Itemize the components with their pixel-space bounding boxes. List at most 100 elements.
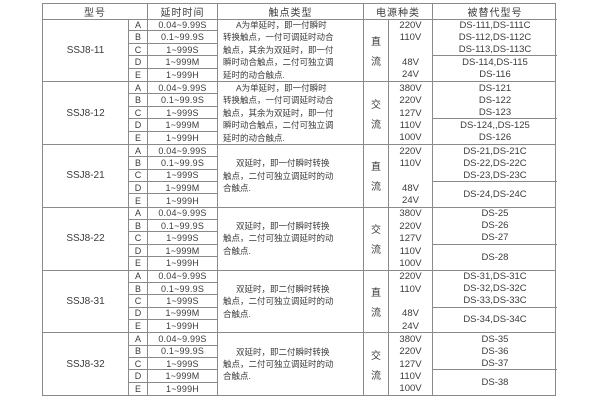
replaced-model: DS-27 <box>481 232 509 244</box>
power-kind-char: 流 <box>371 56 381 68</box>
delay-range-cell: 1~999H <box>148 68 218 82</box>
contact-type-line: 触点，二付可独立调延时的动 <box>223 170 334 181</box>
voltage-value <box>389 295 432 307</box>
voltage-value: 220V <box>399 19 422 31</box>
voltage-cell: 220V 110V 48V 24V <box>389 145 433 207</box>
delay-range-cell: 1~999H <box>148 382 218 395</box>
voltage-value: 127V <box>399 107 422 119</box>
variant-letter-cell: B <box>129 345 148 358</box>
power-kind-cell: 交流 <box>364 207 389 270</box>
variant-letter-cell: A <box>129 333 148 346</box>
delay-range-cell: 1~999H <box>148 257 218 270</box>
delay-range-cell: 0.1~99.9S <box>148 94 218 107</box>
contact-type-line: 合触点. <box>223 183 251 194</box>
voltage-value: 220V <box>399 346 422 358</box>
replaced-model: DS-111,DS-111C <box>459 19 531 31</box>
replaced-models-bottom-cell: DS-24,DS-24C <box>433 182 557 207</box>
replaced-model: DS-32,DS-32C <box>463 283 527 295</box>
header-contact-type: 触点类型 <box>218 4 364 20</box>
replaced-models-bottom-cell: DS-124,,DS-125 DS-126 <box>433 119 557 144</box>
power-kind-char: 流 <box>371 245 381 257</box>
contact-type-line: 双延时，即二付瞬时转换 <box>236 283 330 294</box>
power-kind-char: 交 <box>371 225 381 237</box>
replaced-model: DS-35 <box>481 333 509 345</box>
delay-range-cell: 1~999M <box>148 244 218 258</box>
delay-range-cell: 1~999M <box>148 119 218 132</box>
variant-letter-cell: D <box>129 370 148 383</box>
replaced-model: DS-21,DS-21C <box>463 145 527 157</box>
variant-letter-cell: E <box>129 68 148 82</box>
variant-letter-cell: E <box>129 194 148 207</box>
voltage-value: 48V <box>402 56 419 68</box>
model-cell: SSJ8-12 <box>43 82 129 145</box>
power-kind-cell: 直流 <box>364 270 389 333</box>
replaced-models-top-cell: DS-35 DS-36 DS-37 <box>433 333 557 371</box>
contact-type-line: 双延时，即二付瞬时转换 <box>236 346 330 357</box>
delay-range-cell: 0.04~9.99S <box>148 145 218 158</box>
variant-letter-cell: D <box>129 56 148 69</box>
replaced-model: DS-37 <box>481 357 509 369</box>
contact-type-line: 转换触点，一付可调延时动合 <box>223 95 334 106</box>
delay-range-cell: 1~999S <box>148 106 218 120</box>
power-kind-char: 流 <box>371 307 381 319</box>
voltage-value: 220V <box>399 271 422 283</box>
spec-block: SSJ8-31 A 0.04~9.99S B 0.1~99.9S C 1~999S D 1~99… <box>43 270 557 334</box>
contact-type-line: 转换触点，一付可调延时动合 <box>223 32 334 43</box>
replaced-model: DS-24,DS-24C <box>463 188 527 200</box>
contact-type-cell: A为单延时，即一付瞬时 转换触点，一付可调延时动合 触点，其余为双延时，即一付 瞬时动… <box>218 19 364 82</box>
power-kind-cell: 直流 <box>364 145 389 207</box>
power-kind-char: 流 <box>371 119 381 131</box>
replaced-models-top-cell: DS-111,DS-111C DS-112,DS-112C DS-113,DS-11… <box>433 19 557 57</box>
delay-range-cell: 0.1~99.9S <box>148 345 218 358</box>
variant-letter-cell: A <box>129 145 148 158</box>
power-kind-char: 流 <box>371 370 381 382</box>
voltage-cell: 380V 220V 127V 110V 100V <box>389 207 433 270</box>
variant-letter-cell: A <box>129 82 148 95</box>
delay-range-cell: 0.1~99.9S <box>148 31 218 44</box>
model-cell: SSJ8-21 <box>43 145 129 207</box>
replaced-model: DS-36 <box>481 345 509 357</box>
delay-range-cell: 0.1~99.9S <box>148 282 218 296</box>
delay-range-cell: 1~999M <box>148 307 218 320</box>
delay-range-cell: 1~999H <box>148 131 218 145</box>
contact-type-line: 双延时，即一付瞬时转换 <box>236 158 330 169</box>
header-replaced-model: 被替代型号 <box>433 4 557 20</box>
replaced-models-top-cell: DS-31,DS-31C DS-32,DS-32C DS-33,DS-33C <box>433 271 557 308</box>
voltage-value: 110V <box>399 283 422 295</box>
replaced-models-bottom-cell: DS-38 <box>433 370 557 395</box>
replaced-model: DS-25 <box>481 208 509 220</box>
voltage-value: 100V <box>399 383 422 395</box>
delay-range-cell: 1~999S <box>148 295 218 308</box>
voltage-value: 100V <box>399 257 422 269</box>
variant-letter-cell: E <box>129 382 148 395</box>
power-kind-char: 直 <box>371 287 381 299</box>
variant-letter-cell: B <box>129 31 148 44</box>
variant-letter-cell: D <box>129 119 148 132</box>
contact-type-cell: 双延时，即一付瞬时转换 触点，二付可独立调延时的动 合触点. <box>218 207 364 270</box>
delay-range-cell: 0.04~9.99S <box>148 82 218 95</box>
voltage-cell: 220V 110V 48V 24V <box>389 19 433 82</box>
delay-range-cell: 0.1~99.9S <box>148 220 218 233</box>
replaced-model: DS-123 <box>478 106 512 118</box>
voltage-cell: 220V 110V 48V 24V <box>389 270 433 333</box>
replaced-model: DS-33,DS-33C <box>463 295 527 307</box>
replaced-models-bottom-cell: DS-114,DS-115 DS-116 <box>433 56 557 81</box>
variant-letter-cell: D <box>129 182 148 195</box>
replaced-model: DS-122 <box>478 94 512 106</box>
table-body: SSJ8-11 A 0.04~9.99S B 0.1~99.9S C 1~999S D 1~99… <box>43 19 557 395</box>
voltage-cell: 380V 220V 127V 110V 100V <box>389 333 433 395</box>
header-delay-time: 延时时间 <box>148 4 218 20</box>
contact-type-line: 延时的动合触点. <box>223 132 285 143</box>
voltage-value: 110V <box>399 158 422 170</box>
power-kind-char: 直 <box>371 36 381 48</box>
contact-type-line: 延时的动合触点. <box>223 69 285 80</box>
model-cell: SSJ8-31 <box>43 270 129 333</box>
power-kind-cell: 交流 <box>364 82 389 145</box>
voltage-value <box>389 170 432 182</box>
replaced-models-top-cell: DS-21,DS-21C DS-22,DS-22C DS-23,DS-23C <box>433 145 557 183</box>
power-kind-char: 流 <box>371 182 381 194</box>
replaced-models-top-cell: DS-25 DS-26 DS-27 <box>433 208 557 245</box>
replaced-model: DS-114,DS-115 <box>462 56 528 68</box>
contact-type-cell: 双延时，即一付瞬时转换 触点，二付可独立调延时的动 合触点. <box>218 145 364 207</box>
replaced-model: DS-34,DS-34C <box>463 314 527 326</box>
